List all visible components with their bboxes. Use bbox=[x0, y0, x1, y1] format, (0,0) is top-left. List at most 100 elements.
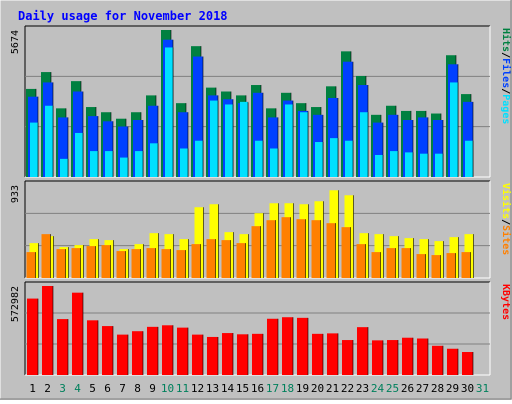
legend-visits: Visits bbox=[500, 183, 512, 219]
bar-files-day-22 bbox=[343, 61, 353, 177]
bar-kbytes-day-21 bbox=[327, 333, 338, 375]
bar-kbytes-day-2 bbox=[42, 286, 53, 375]
legend-hits: Hits/Files/Pages bbox=[500, 28, 512, 124]
day-label-16: 16 bbox=[251, 382, 264, 395]
bar-sites-day-17 bbox=[266, 220, 276, 278]
bar-kbytes-day-3 bbox=[57, 319, 68, 375]
bar-sites-day-12 bbox=[191, 244, 201, 278]
bar-sites-day-1 bbox=[26, 252, 36, 278]
bar-kbytes-day-24 bbox=[372, 340, 383, 375]
bar-pages-day-12 bbox=[195, 140, 203, 177]
bar-files-day-3 bbox=[58, 117, 68, 177]
day-label-3: 3 bbox=[59, 382, 66, 395]
bar-kbytes-day-22 bbox=[342, 340, 353, 375]
bar-files-day-6 bbox=[103, 121, 113, 177]
bar-kbytes-day-16 bbox=[252, 333, 263, 375]
bar-pages-day-3 bbox=[60, 158, 68, 177]
bar-pages-day-2 bbox=[45, 105, 53, 177]
day-label-14: 14 bbox=[221, 382, 235, 395]
bar-pages-day-28 bbox=[435, 153, 443, 177]
bar-kbytes-day-9 bbox=[147, 326, 158, 375]
bar-sites-day-27 bbox=[416, 254, 426, 278]
bar-files-day-5 bbox=[88, 116, 98, 177]
bar-kbytes-day-18 bbox=[282, 317, 293, 375]
bar-pages-day-4 bbox=[75, 132, 83, 177]
bar-pages-day-11 bbox=[180, 148, 188, 177]
bar-files-day-30 bbox=[463, 101, 473, 177]
bar-pages-day-16 bbox=[255, 140, 263, 177]
bar-kbytes-day-10 bbox=[162, 325, 173, 375]
panel-visits bbox=[24, 180, 491, 279]
bar-sites-day-10 bbox=[161, 249, 171, 278]
bar-pages-day-17 bbox=[270, 148, 278, 177]
bar-pages-day-25 bbox=[390, 151, 398, 177]
bar-kbytes-day-11 bbox=[177, 327, 188, 375]
bar-sites-day-25 bbox=[386, 248, 396, 278]
bar-kbytes-day-28 bbox=[432, 345, 443, 375]
bar-sites-day-11 bbox=[176, 250, 186, 278]
bar-pages-day-27 bbox=[420, 153, 428, 177]
bar-sites-day-4 bbox=[71, 248, 81, 278]
bar-sites-day-19 bbox=[296, 219, 306, 278]
bar-sites-day-5 bbox=[86, 246, 96, 278]
bar-pages-day-15 bbox=[240, 101, 248, 177]
legend-files: Files bbox=[500, 58, 512, 88]
bar-pages-day-10 bbox=[165, 47, 173, 177]
bar-files-day-11 bbox=[178, 112, 188, 177]
bar-kbytes-day-30 bbox=[462, 352, 473, 375]
bar-kbytes-day-29 bbox=[447, 348, 458, 375]
bar-pages-day-1 bbox=[30, 122, 38, 177]
bar-kbytes-day-5 bbox=[87, 320, 98, 375]
bar-sites-day-8 bbox=[131, 249, 141, 278]
day-label-22: 22 bbox=[341, 382, 354, 395]
bar-sites-day-13 bbox=[206, 239, 216, 278]
bar-files-day-24 bbox=[373, 122, 383, 177]
bar-files-day-16 bbox=[253, 92, 263, 177]
bar-pages-day-19 bbox=[300, 112, 308, 177]
bar-pages-day-5 bbox=[90, 151, 98, 177]
bar-kbytes-day-19 bbox=[297, 317, 308, 375]
bar-kbytes-day-14 bbox=[222, 333, 233, 375]
day-label-26: 26 bbox=[401, 382, 414, 395]
bar-sites-day-21 bbox=[326, 223, 336, 278]
day-label-29: 29 bbox=[446, 382, 459, 395]
legend-separator: / bbox=[500, 52, 511, 58]
bar-pages-day-20 bbox=[315, 142, 323, 177]
day-label-9: 9 bbox=[149, 382, 156, 395]
bar-kbytes-day-6 bbox=[102, 326, 113, 375]
bar-pages-day-9 bbox=[150, 143, 158, 177]
day-label-6: 6 bbox=[104, 382, 111, 395]
bar-pages-day-23 bbox=[360, 112, 368, 177]
day-label-20: 20 bbox=[311, 382, 324, 395]
bar-sites-day-29 bbox=[446, 253, 456, 278]
bar-files-day-8 bbox=[133, 120, 143, 177]
bar-files-day-21 bbox=[328, 97, 338, 177]
day-label-18: 18 bbox=[281, 382, 294, 395]
day-label-12: 12 bbox=[191, 382, 204, 395]
bar-pages-day-29 bbox=[450, 82, 458, 177]
panel-hits bbox=[24, 25, 491, 178]
max-label-visits: 933 bbox=[10, 185, 21, 203]
bar-sites-day-9 bbox=[146, 248, 156, 278]
bar-pages-day-21 bbox=[330, 138, 338, 177]
bar-kbytes-day-26 bbox=[402, 337, 413, 375]
bar-sites-day-16 bbox=[251, 226, 261, 278]
day-label-8: 8 bbox=[134, 382, 141, 395]
bar-sites-day-30 bbox=[461, 252, 471, 278]
bar-pages-day-14 bbox=[225, 104, 233, 177]
bar-kbytes-day-4 bbox=[72, 292, 83, 375]
day-label-24: 24 bbox=[371, 382, 385, 395]
chart-title: Daily usage for November 2018 bbox=[18, 9, 228, 23]
bar-kbytes-day-1 bbox=[27, 298, 38, 375]
bar-sites-day-20 bbox=[311, 220, 321, 278]
legend-separator: / bbox=[500, 88, 511, 94]
bar-pages-day-13 bbox=[210, 100, 218, 177]
bar-files-day-7 bbox=[118, 126, 128, 177]
day-label-25: 25 bbox=[386, 382, 399, 395]
bar-pages-day-30 bbox=[465, 140, 473, 177]
bar-kbytes-day-17 bbox=[267, 318, 278, 375]
bar-kbytes-day-15 bbox=[237, 334, 248, 375]
legend-kbytes: KBytes bbox=[500, 284, 511, 320]
